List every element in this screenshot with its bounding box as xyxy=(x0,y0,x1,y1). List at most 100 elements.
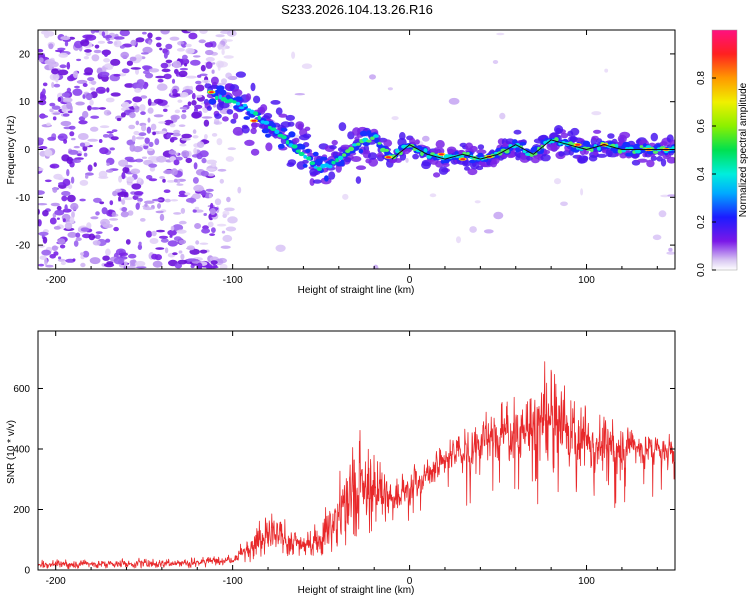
noise-blob xyxy=(46,122,51,127)
ridge-highlight xyxy=(303,154,308,159)
noise-blob xyxy=(135,68,139,75)
noise-blob xyxy=(483,229,494,234)
noise-blob xyxy=(90,80,97,86)
ridge-halo xyxy=(222,116,229,122)
noise-blob xyxy=(66,156,74,164)
ridge-highlight xyxy=(331,160,336,165)
ridge-halo xyxy=(435,140,445,149)
ridge-halo xyxy=(328,171,336,180)
noise-blob xyxy=(82,83,88,87)
colorbar-tick-label: 0.4 xyxy=(696,167,707,181)
noise-blob xyxy=(178,70,188,78)
ridge-halo xyxy=(351,156,362,162)
noise-blob xyxy=(160,238,169,243)
ridge-halo xyxy=(469,145,478,153)
noise-blob xyxy=(76,58,82,62)
noise-blob xyxy=(216,138,223,146)
noise-blob xyxy=(152,131,157,136)
noise-blob xyxy=(155,210,164,214)
ridge-highlight xyxy=(426,154,432,159)
noise-blob xyxy=(156,229,165,233)
noise-blob xyxy=(107,40,113,44)
noise-blob xyxy=(369,74,376,80)
y-tick-label: 0 xyxy=(24,566,30,577)
noise-blob xyxy=(44,179,52,183)
noise-blob xyxy=(80,262,86,268)
noise-blob xyxy=(125,239,131,245)
noise-blob xyxy=(128,124,136,130)
chart-title: S233.2026.104.13.26.R16 xyxy=(281,2,433,17)
noise-blob xyxy=(103,109,111,116)
noise-blob xyxy=(42,82,48,87)
noise-blob xyxy=(188,32,198,40)
noise-blob xyxy=(172,88,178,95)
ridge-halo xyxy=(560,132,569,139)
ridge-halo xyxy=(250,122,261,128)
noise-blob xyxy=(294,93,305,96)
noise-blob xyxy=(200,170,209,177)
ridge-highlight xyxy=(342,153,347,157)
noise-blob xyxy=(195,80,202,85)
noise-blob xyxy=(223,55,234,59)
noise-blob xyxy=(67,194,76,203)
noise-blob xyxy=(85,93,93,101)
noise-blob xyxy=(180,253,185,260)
noise-blob xyxy=(496,32,505,36)
noise-blob xyxy=(163,189,171,193)
noise-blob xyxy=(82,250,90,258)
noise-blob xyxy=(140,111,146,115)
noise-blob xyxy=(51,245,59,251)
ridge-core xyxy=(477,152,484,158)
noise-blob xyxy=(79,142,86,147)
ridge-halo xyxy=(250,148,260,156)
noise-blob xyxy=(560,201,568,207)
noise-blob xyxy=(159,130,167,135)
ridge-highlight xyxy=(327,164,333,169)
ridge-highlight xyxy=(281,135,287,140)
noise-blob xyxy=(103,58,111,63)
noise-blob xyxy=(204,134,208,140)
noise-blob xyxy=(38,146,48,150)
noise-blob xyxy=(102,255,110,261)
noise-blob xyxy=(106,261,114,265)
snr-panel: -200 -100 0 100 0 200 400 600 Height of straigh… xyxy=(6,330,676,596)
noise-blob xyxy=(154,138,160,146)
ridge-core xyxy=(362,141,371,146)
noise-blob xyxy=(163,108,168,113)
noise-blob xyxy=(67,75,75,82)
noise-blob xyxy=(91,54,100,62)
noise-blob xyxy=(59,244,66,249)
noise-blob xyxy=(77,133,89,140)
noise-blob xyxy=(177,259,188,265)
noise-blob xyxy=(90,216,99,220)
noise-blob xyxy=(73,145,80,149)
noise-blob xyxy=(169,36,180,41)
noise-blob xyxy=(42,236,48,244)
noise-blob xyxy=(83,152,88,157)
noise-blob xyxy=(67,231,77,238)
noise-blob xyxy=(77,153,82,157)
noise-blob xyxy=(93,162,97,168)
noise-blob xyxy=(168,150,177,155)
noise-blob xyxy=(122,166,130,174)
noise-blob xyxy=(224,207,235,212)
y-tick-label: 20 xyxy=(19,49,31,60)
noise-blob xyxy=(121,199,126,205)
noise-blob xyxy=(179,58,190,65)
noise-blob xyxy=(45,264,54,268)
noise-blob xyxy=(103,50,109,57)
noise-blob xyxy=(49,253,56,259)
noise-blob xyxy=(57,97,62,102)
noise-blob xyxy=(52,112,61,115)
noise-blob xyxy=(66,61,71,70)
noise-blob xyxy=(142,207,154,211)
noise-blob xyxy=(111,129,118,133)
ridge-highlight xyxy=(639,145,644,149)
noise-blob xyxy=(131,183,142,190)
noise-blob xyxy=(80,39,90,47)
noise-blob xyxy=(98,107,106,110)
ridge-halo xyxy=(296,161,306,170)
snr-y-axis-label: SNR (10 * v/v) xyxy=(6,420,17,484)
